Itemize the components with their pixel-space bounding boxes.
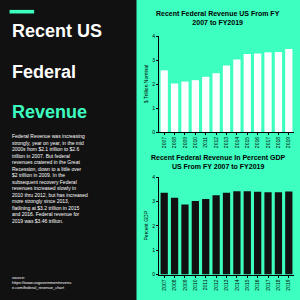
svg-text:4: 4 xyxy=(152,33,155,39)
svg-text:source:https://www.usgovernmen: source:https://www.usgovernmentrevenue.c… xyxy=(12,275,71,290)
svg-text:2013: 2013 xyxy=(223,279,229,290)
svg-text:1: 1 xyxy=(152,247,155,253)
svg-text:0: 0 xyxy=(152,271,155,277)
svg-text:2015: 2015 xyxy=(244,137,250,148)
svg-text:2011: 2011 xyxy=(202,137,208,148)
svg-text:3: 3 xyxy=(152,57,155,63)
svg-text:2018: 2018 xyxy=(275,279,281,290)
svg-text:1: 1 xyxy=(152,105,155,111)
svg-text:2007: 2007 xyxy=(161,137,167,148)
svg-text:Recent US: Recent US xyxy=(12,21,102,41)
svg-text:0: 0 xyxy=(152,129,155,135)
svg-text:Federal Revenue was increasing: Federal Revenue was increasingstrongly, … xyxy=(12,133,88,224)
svg-text:2011: 2011 xyxy=(202,279,208,290)
svg-text:2014: 2014 xyxy=(234,279,240,290)
svg-text:Recent Federal Revenue In Perc: Recent Federal Revenue In Percent GDPUS … xyxy=(151,154,286,170)
svg-text:2010: 2010 xyxy=(192,279,198,290)
svg-text:2016: 2016 xyxy=(254,137,260,148)
svg-text:2019: 2019 xyxy=(285,279,291,290)
svg-text:2018: 2018 xyxy=(275,137,281,148)
svg-text:2010: 2010 xyxy=(192,137,198,148)
svg-text:Recent Federal Revenue US From: Recent Federal Revenue US From FY2007 to… xyxy=(156,10,280,26)
svg-text:2008: 2008 xyxy=(171,279,177,290)
svg-text:2013: 2013 xyxy=(223,137,229,148)
svg-text:4: 4 xyxy=(152,174,155,180)
svg-text:2009: 2009 xyxy=(182,279,188,290)
svg-text:2: 2 xyxy=(152,81,155,87)
svg-text:Revenue: Revenue xyxy=(12,102,87,122)
svg-text:2009: 2009 xyxy=(182,137,188,148)
svg-text:2014: 2014 xyxy=(234,137,240,148)
svg-text:2012: 2012 xyxy=(213,279,219,290)
svg-text:3: 3 xyxy=(152,198,155,204)
svg-text:2017: 2017 xyxy=(265,137,271,148)
svg-text:2019: 2019 xyxy=(285,137,291,148)
svg-text:2012: 2012 xyxy=(213,137,219,148)
svg-text:2007: 2007 xyxy=(161,279,167,290)
svg-text:2: 2 xyxy=(152,223,155,229)
svg-text:2008: 2008 xyxy=(171,137,177,148)
svg-text:Federal: Federal xyxy=(12,62,76,82)
svg-text:2017: 2017 xyxy=(265,279,271,290)
svg-text:2015: 2015 xyxy=(244,279,250,290)
svg-text:Percent GDP: Percent GDP xyxy=(143,210,149,240)
svg-text:$ Trillion Nominal: $ Trillion Nominal xyxy=(143,65,149,103)
svg-text:2016: 2016 xyxy=(254,279,260,290)
